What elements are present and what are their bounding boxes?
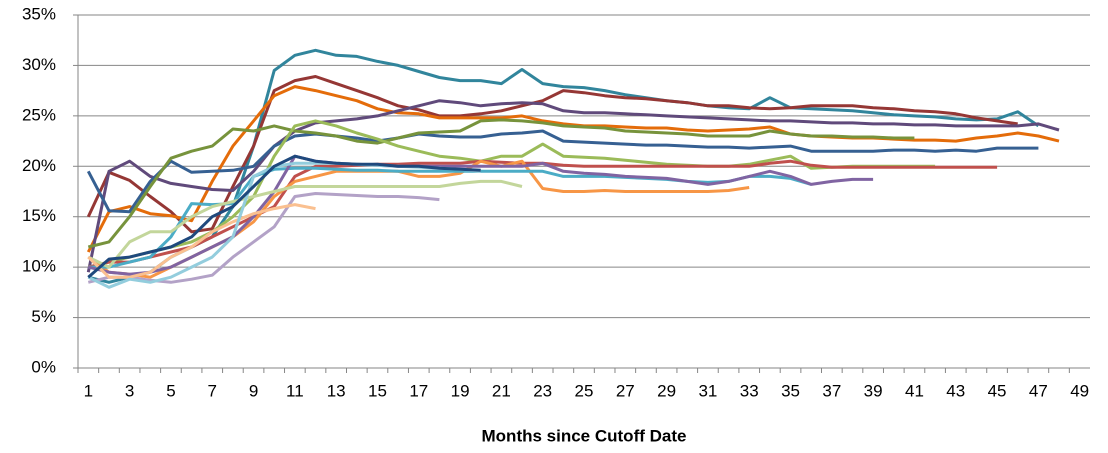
- x-tick-label: 43: [946, 381, 965, 400]
- series-line: [87, 192, 440, 284]
- x-tick-label: 35: [781, 381, 800, 400]
- series-line: [86, 99, 1060, 273]
- x-tick-label: 21: [492, 381, 511, 400]
- series-line: [87, 154, 874, 276]
- x-tick-label: 7: [208, 381, 217, 400]
- x-tick-label: 19: [451, 381, 470, 400]
- x-tick-label: 37: [822, 381, 841, 400]
- x-tick-label: 29: [657, 381, 676, 400]
- x-tick-label: 27: [616, 381, 635, 400]
- y-tick-label: 0%: [31, 357, 56, 376]
- x-tick-label: 45: [988, 381, 1007, 400]
- x-tick-label: 13: [327, 381, 346, 400]
- y-tick-label: 35%: [22, 4, 56, 23]
- x-tick-label: 9: [249, 381, 258, 400]
- x-tick-label: 39: [864, 381, 883, 400]
- x-tick-label: 31: [698, 381, 717, 400]
- series-line: [87, 119, 936, 269]
- series-line: [87, 118, 915, 249]
- y-tick-label: 10%: [22, 257, 56, 276]
- series-line: [86, 129, 1039, 214]
- x-tick-label: 47: [1029, 381, 1048, 400]
- x-tick-label: 1: [84, 381, 93, 400]
- series-line: [87, 161, 481, 289]
- y-tick-label: 15%: [22, 206, 56, 225]
- series-line: [86, 75, 1018, 234]
- x-tick-label: 15: [368, 381, 387, 400]
- series-line: [87, 179, 523, 269]
- x-tick-label: 17: [409, 381, 428, 400]
- y-tick-label: 20%: [22, 156, 56, 175]
- y-tick-label: 5%: [31, 307, 56, 326]
- x-tick-label: 25: [575, 381, 594, 400]
- y-tick-label: 25%: [22, 105, 56, 124]
- x-tick-label: 41: [905, 381, 924, 400]
- y-tick-label: 30%: [22, 55, 56, 74]
- x-tick-label: 3: [125, 381, 134, 400]
- x-tick-label: 33: [740, 381, 759, 400]
- x-tick-label: 5: [166, 381, 175, 400]
- series-line: [87, 159, 998, 269]
- x-tick-label: 49: [1070, 381, 1089, 400]
- x-tick-label: 23: [533, 381, 552, 400]
- series-line: [87, 154, 481, 279]
- x-tick-label: 11: [286, 381, 304, 400]
- x-axis-title: Months since Cutoff Date: [482, 426, 687, 445]
- series-line: [87, 203, 316, 279]
